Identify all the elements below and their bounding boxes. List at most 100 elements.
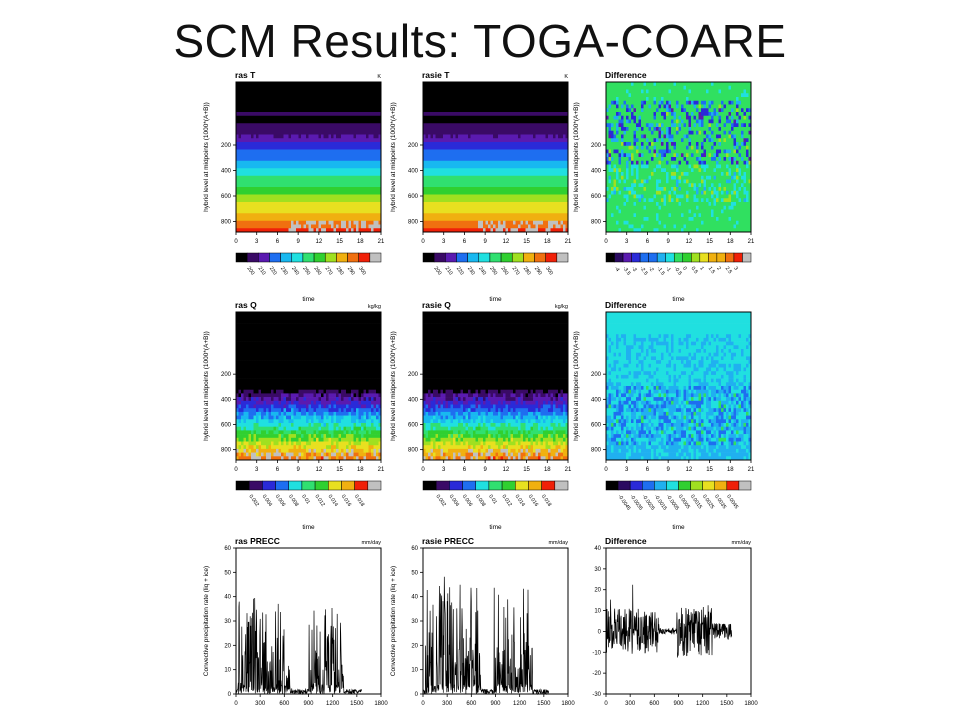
- colorbar-label: -0.5: [673, 266, 683, 277]
- y-tick-label: 0: [598, 629, 602, 635]
- heatmap-rasie-T: [422, 81, 569, 233]
- colorbar-label: 0.5: [690, 266, 699, 275]
- panel-title: rasie Q: [422, 300, 451, 310]
- y-tick-label: 0: [415, 692, 419, 698]
- colorbar-label: 270: [324, 266, 334, 277]
- colorbar-label: 0.01: [487, 494, 498, 506]
- x-tick-label: 600: [649, 701, 660, 707]
- y-tick-label: 10: [411, 668, 418, 674]
- colorbar-box: [369, 252, 382, 263]
- colorbar-box: [691, 252, 701, 263]
- y-tick-label: 600: [408, 194, 419, 200]
- y-tick-label: 200: [221, 372, 232, 378]
- colorbar-label: 220: [455, 266, 465, 277]
- panel-units: mm/day: [548, 540, 568, 546]
- x-tick-label: 1500: [350, 701, 364, 707]
- colorbar-label: -4: [613, 266, 621, 273]
- y-tick-label: 400: [408, 397, 419, 403]
- x-tick-label: 3: [442, 467, 446, 473]
- x-tick-label: 0: [604, 467, 608, 473]
- x-tick-label: 1800: [744, 701, 758, 707]
- y-tick-label: 20: [224, 643, 231, 649]
- colorbar-label: -3.5: [621, 266, 631, 277]
- colorbar-label: 0.014: [514, 494, 526, 508]
- colorbar-box: [456, 252, 468, 263]
- x-axis-label: time: [302, 524, 315, 531]
- colorbar-label: 0.004: [261, 494, 273, 508]
- colorbar-box: [534, 252, 546, 263]
- slide-title: SCM Results: TOGA-COARE: [173, 15, 787, 67]
- colorbar-box: [246, 252, 259, 263]
- plot-frame: [235, 81, 382, 233]
- colorbar-box: [673, 252, 684, 263]
- colorbar-box: [336, 252, 348, 263]
- y-axis-label: hybrid level at midpoints (1000*(A+B)): [203, 331, 210, 441]
- panel-title: rasie T: [422, 70, 450, 80]
- panel-title: Difference: [605, 300, 647, 310]
- y-tick-label: 60: [411, 546, 418, 552]
- colorbar-label: 220: [268, 266, 278, 277]
- colorbar-box: [699, 252, 709, 263]
- colorbar-label: 270: [511, 266, 521, 277]
- colorbar-label: -1.5: [656, 266, 666, 277]
- colorbar-box: [554, 480, 569, 491]
- panel-title: Difference: [605, 536, 647, 546]
- colorbar-box: [654, 480, 667, 491]
- y-tick-label: 800: [591, 220, 602, 226]
- y-tick-label: 600: [408, 422, 419, 428]
- y-tick-label: 200: [408, 143, 419, 149]
- heatmap-ras-T: [235, 81, 382, 233]
- colorbar-box: [324, 252, 337, 263]
- y-tick-label: 600: [591, 194, 602, 200]
- colorbar-box: [433, 252, 446, 263]
- colorbar-box: [422, 480, 437, 491]
- colorbar-label: 0.018: [353, 494, 365, 508]
- x-tick-label: 12: [503, 239, 510, 245]
- x-tick-label: 18: [727, 239, 734, 245]
- y-tick-label: 30: [594, 567, 601, 573]
- colorbar-box: [629, 480, 643, 491]
- colorbar-box: [341, 480, 355, 491]
- colorbar-box: [291, 252, 304, 263]
- colorbar-box: [354, 480, 369, 491]
- x-tick-label: 6: [646, 239, 650, 245]
- y-tick-label: -30: [592, 692, 601, 698]
- x-axis-label: time: [672, 524, 685, 531]
- x-tick-label: 18: [544, 467, 551, 473]
- x-tick-label: 12: [686, 467, 693, 473]
- colorbar-label: 210: [444, 266, 454, 277]
- colorbar-box: [288, 480, 303, 491]
- y-tick-label: 400: [221, 169, 232, 175]
- colorbar-box: [617, 480, 631, 491]
- colorbar-box: [726, 480, 740, 491]
- y-tick-label: 30: [224, 619, 231, 625]
- x-tick-label: 9: [666, 239, 670, 245]
- x-tick-label: 18: [544, 239, 551, 245]
- colorbar-label: 210: [257, 266, 267, 277]
- y-tick-label: 30: [411, 619, 418, 625]
- x-tick-label: 15: [706, 467, 713, 473]
- y-tick-label: 20: [594, 588, 601, 594]
- y-tick-label: 800: [221, 220, 232, 226]
- y-tick-label: 10: [224, 668, 231, 674]
- colorbar-label: 1: [698, 266, 705, 272]
- colorbar-label: 260: [312, 266, 322, 277]
- x-tick-label: 0: [234, 701, 238, 707]
- colorbar-label: 0.006: [461, 494, 473, 508]
- x-tick-label: 6: [276, 467, 280, 473]
- plot-frame: [605, 311, 752, 461]
- panel-units: mm/day: [731, 540, 751, 546]
- colorbar-box: [302, 252, 315, 263]
- x-tick-label: 21: [378, 239, 385, 245]
- y-axis-label: hybrid level at midpoints (1000*(A+B)): [390, 331, 397, 441]
- y-tick-label: 800: [408, 448, 419, 454]
- colorbar-label: 300: [357, 266, 367, 277]
- colorbar-box: [235, 252, 248, 263]
- x-tick-label: 18: [357, 239, 364, 245]
- colorbar-label: -1: [664, 266, 672, 273]
- x-tick-label: 1200: [696, 701, 710, 707]
- colorbar-label: 300: [544, 266, 554, 277]
- x-tick-label: 21: [748, 467, 755, 473]
- x-tick-label: 12: [316, 467, 323, 473]
- colorbar-box: [656, 252, 666, 263]
